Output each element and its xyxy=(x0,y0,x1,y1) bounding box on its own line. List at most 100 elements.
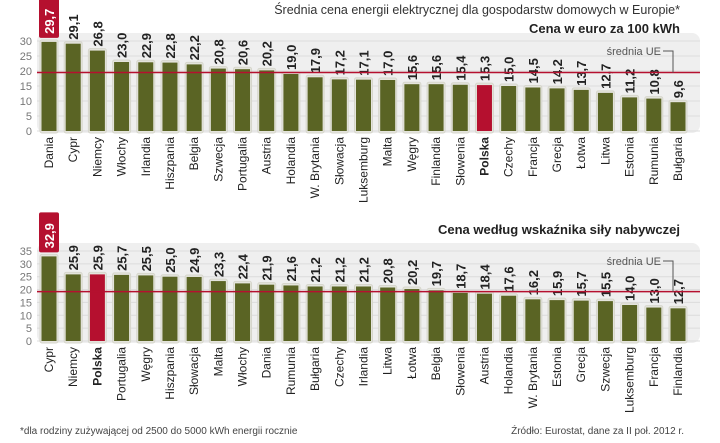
bar-wbrytania xyxy=(307,77,323,131)
category-label: Finlandia xyxy=(671,347,685,396)
bar-litwa xyxy=(597,92,613,131)
category-label: Łotwa xyxy=(405,347,419,379)
bar-irlandia xyxy=(356,286,371,341)
value-label: 17,1 xyxy=(357,50,372,75)
value-label: 15,4 xyxy=(453,55,468,81)
category-label: Bułgaria xyxy=(671,137,685,181)
value-label: 14,0 xyxy=(623,276,638,301)
value-label: 17,2 xyxy=(332,50,347,75)
value-label: 23,0 xyxy=(115,33,130,58)
bar-czechy xyxy=(331,286,347,341)
category-label: Austria xyxy=(260,137,274,175)
y-tick-label: 10 xyxy=(20,96,32,108)
category-label: Polska xyxy=(90,347,104,386)
bar-cypr xyxy=(65,43,81,132)
value-label: 15,7 xyxy=(574,271,589,296)
category-label: Portugalia xyxy=(115,347,129,401)
y-tick-label: 35 xyxy=(20,246,32,258)
category-label: Luksemburg xyxy=(623,347,637,413)
category-label: Cypr xyxy=(66,137,80,162)
value-label: 15,3 xyxy=(477,56,492,81)
bar-włochy xyxy=(235,283,251,341)
bar-finlandia xyxy=(670,308,686,341)
value-label: 10,8 xyxy=(647,69,662,94)
source: Źródło: Eurostat, dane za II poł. 2012 r… xyxy=(511,424,684,437)
value-label: 12,7 xyxy=(598,64,613,89)
max-value-badge xyxy=(39,0,59,38)
category-label: Włochy xyxy=(236,347,250,386)
bar-polska xyxy=(89,274,105,341)
bar-słowenia xyxy=(452,292,468,341)
category-label: Rumunia xyxy=(284,347,298,395)
category-label: Luksemburg xyxy=(357,137,371,203)
category-label: Hiszpania xyxy=(163,347,177,400)
bar-austria xyxy=(476,293,492,341)
value-label: 20,8 xyxy=(211,39,226,64)
bar-dania xyxy=(41,41,57,131)
y-tick-label: 15 xyxy=(20,81,32,93)
category-label: Cypr xyxy=(42,347,56,372)
value-label: 15,6 xyxy=(429,55,444,80)
value-label: 22,2 xyxy=(187,35,202,60)
category-label: Malta xyxy=(381,137,395,167)
value-label: 25,9 xyxy=(66,245,81,270)
bar-portugalia xyxy=(235,69,251,131)
bar-malta xyxy=(210,281,226,341)
value-label: 15,5 xyxy=(598,272,613,297)
value-label: 29,7 xyxy=(42,9,57,34)
category-label: Austria xyxy=(477,347,491,385)
footnote: *dla rodziny zużywającej od 2500 do 5000… xyxy=(20,426,298,437)
y-tick-label: 0 xyxy=(26,126,32,138)
bar-estonia xyxy=(549,300,565,341)
category-label: Czechy xyxy=(502,137,516,177)
value-label: 20,2 xyxy=(405,260,420,285)
y-tick-label: 15 xyxy=(20,297,32,309)
value-label: 21,2 xyxy=(308,257,323,282)
bar-rumunia xyxy=(283,285,299,341)
value-label: 25,7 xyxy=(115,246,130,271)
value-label: 29,1 xyxy=(66,14,81,39)
bar-irlandia xyxy=(138,62,154,131)
category-label: Estonia xyxy=(623,137,637,177)
category-label: Grecja xyxy=(550,137,564,173)
bar-luksemburg xyxy=(356,79,371,131)
bar-bułgaria xyxy=(670,102,686,131)
bar-holandia xyxy=(501,295,517,341)
bar-belgia xyxy=(186,64,202,131)
category-label: Węgry xyxy=(139,347,153,382)
bar-bułgaria xyxy=(307,286,323,341)
bar-hiszpania xyxy=(162,62,178,131)
bar-malta xyxy=(380,80,396,131)
category-label: Portugalia xyxy=(236,137,250,191)
bar-hiszpania xyxy=(162,276,178,341)
value-label: 24,9 xyxy=(187,248,202,273)
category-label: Belgia xyxy=(429,347,443,381)
value-label: 19,7 xyxy=(429,261,444,286)
category-label: Węgry xyxy=(405,137,419,172)
eu-average-label: średnia UE xyxy=(607,46,661,58)
max-value-badge xyxy=(39,212,59,253)
bar-słowacja xyxy=(186,276,202,341)
category-label: Słowenia xyxy=(453,137,467,186)
category-label: Litwa xyxy=(598,137,612,165)
bar-wbrytania xyxy=(525,299,541,341)
value-label: 21,2 xyxy=(332,257,347,282)
value-label: 25,5 xyxy=(139,246,154,271)
category-label: Malta xyxy=(211,347,225,377)
value-label: 9,6 xyxy=(671,80,686,98)
value-label: 17,9 xyxy=(308,48,323,73)
category-label: Holandia xyxy=(284,137,298,185)
category-label: Słowacja xyxy=(332,137,346,185)
value-label: 21,6 xyxy=(284,256,299,281)
chart-eur-per-100kwh: 0 5 10 15 20 25 30 29,7 Dania 29,1 Cypr 26,8 Niemcy 2… xyxy=(20,0,700,203)
y-tick-label: 25 xyxy=(20,51,32,63)
value-label: 15,9 xyxy=(550,271,565,296)
bar-niemcy xyxy=(65,274,81,341)
bar-dania xyxy=(259,284,275,341)
bar-słowacja xyxy=(331,79,347,131)
y-tick-label: 30 xyxy=(20,36,32,48)
value-label: 14,2 xyxy=(550,59,565,84)
bar-austria xyxy=(259,70,275,131)
category-label: Słowacja xyxy=(187,347,201,395)
